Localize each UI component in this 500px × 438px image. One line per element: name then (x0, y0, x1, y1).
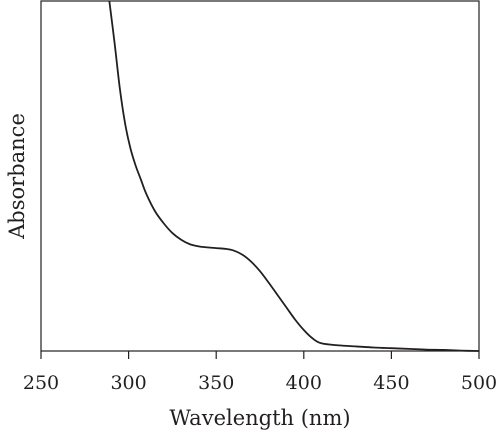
x-axis-ticks (40, 351, 480, 359)
plot-frame (40, 0, 480, 352)
x-tick-label-250: 250 (23, 372, 59, 394)
absorbance-series-line (108, 0, 480, 352)
y-axis-label: Absorbance (5, 113, 29, 240)
x-tick-label-350: 350 (198, 372, 234, 394)
x-tick-label-300: 300 (110, 372, 146, 394)
x-tick-label-500: 500 (461, 372, 497, 394)
x-axis-label: Wavelength (nm) (169, 406, 350, 430)
x-axis-tick-labels: 250 300 350 400 450 500 (23, 372, 497, 394)
x-tick-label-450: 450 (373, 372, 409, 394)
x-tick-label-400: 400 (286, 372, 322, 394)
